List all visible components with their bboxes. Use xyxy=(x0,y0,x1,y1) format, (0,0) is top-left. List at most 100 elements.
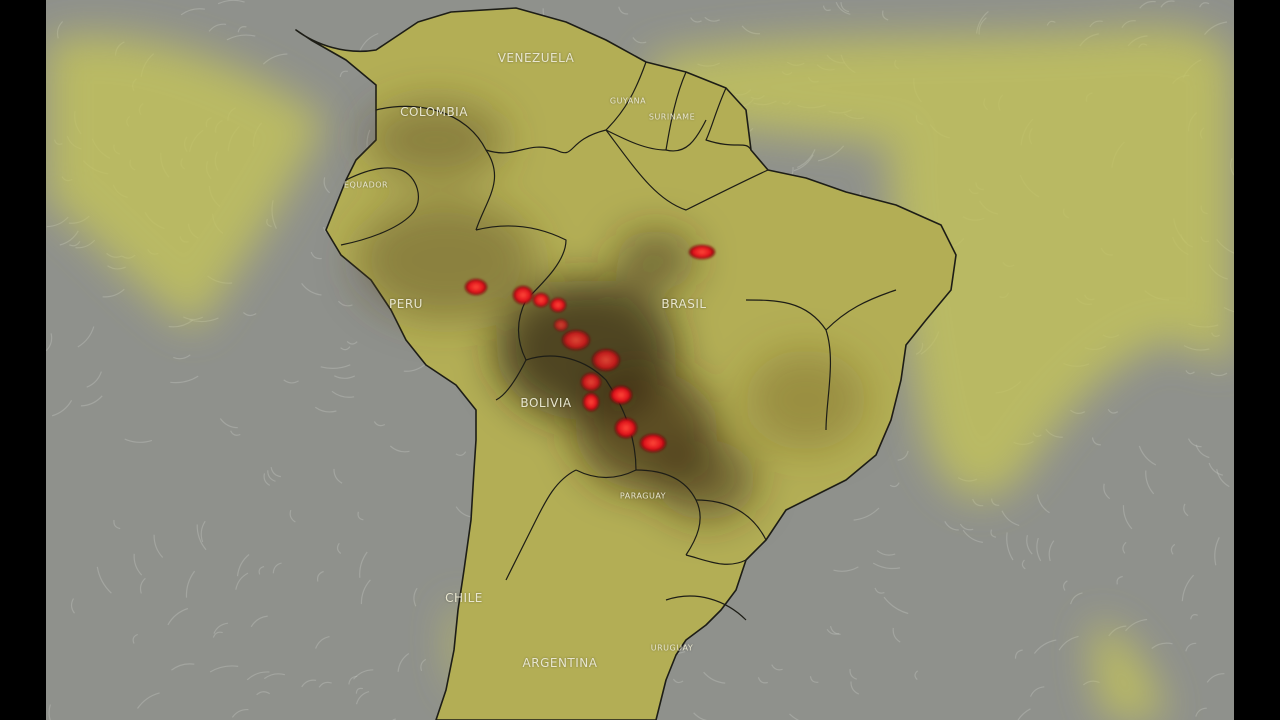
wind-streamline xyxy=(209,665,239,673)
wind-streamline xyxy=(793,154,814,172)
wind-streamline xyxy=(1185,642,1197,652)
label-suriname: SURINAME xyxy=(648,112,696,122)
wind-streamline xyxy=(835,1,851,15)
wind-streamline xyxy=(757,677,768,684)
wind-streamline xyxy=(1122,541,1127,554)
fire-hotspots xyxy=(465,245,715,452)
wind-streamline xyxy=(1208,462,1224,476)
wind-streamline xyxy=(892,627,901,643)
wind-streamline xyxy=(102,288,125,298)
wind-streamline xyxy=(1187,438,1202,448)
label-paraguay: PARAGUAY xyxy=(619,491,667,501)
wind-streamline xyxy=(1103,483,1111,500)
wind-streamline xyxy=(959,523,974,531)
label-peru: PERU xyxy=(389,297,423,311)
wind-streamline xyxy=(741,25,761,35)
wind-streamline xyxy=(1181,574,1195,602)
fire-hotspot xyxy=(592,349,620,371)
wind-streamline xyxy=(978,17,987,35)
wind-streamline xyxy=(373,421,386,427)
wind-streamline xyxy=(413,587,418,607)
wind-streamline xyxy=(826,628,840,635)
wind-streamline xyxy=(1151,642,1173,649)
wind-streamline xyxy=(897,450,909,461)
wind-streamline xyxy=(56,21,64,39)
wind-streamline xyxy=(1036,494,1050,514)
wind-streamline xyxy=(336,542,342,554)
wind-streamline xyxy=(360,579,371,605)
wind-streamline xyxy=(359,32,379,51)
wind-streamline xyxy=(817,145,845,162)
wind-streamline xyxy=(359,551,368,578)
wind-streamline xyxy=(1183,503,1189,517)
wind-streamline xyxy=(219,418,238,429)
wind-streamline xyxy=(1125,618,1148,632)
wind-streamline xyxy=(263,673,286,680)
wind-streamline xyxy=(170,375,199,384)
wind-streamline xyxy=(703,671,726,684)
wind-streamline xyxy=(171,663,195,671)
wind-streamline xyxy=(1216,468,1230,488)
wind-streamline xyxy=(113,519,121,530)
wind-streamline xyxy=(822,5,831,11)
label-colombia: COLOMBIA xyxy=(400,105,468,119)
wind-streamline xyxy=(46,333,53,352)
wind-streamline xyxy=(1185,370,1195,375)
wind-streamline xyxy=(139,577,146,594)
wind-streamline xyxy=(1006,532,1014,561)
wind-streamline xyxy=(797,149,816,169)
wind-streamline xyxy=(455,451,467,456)
wind-streamline xyxy=(876,550,896,556)
wind-streamline xyxy=(690,17,702,23)
wind-streamline xyxy=(829,625,841,635)
wind-streamline xyxy=(124,438,153,443)
wind-streamline xyxy=(1070,592,1083,605)
wind-streamline xyxy=(262,53,288,65)
wind-streamline xyxy=(230,430,241,436)
wind-streamline xyxy=(153,534,164,558)
wind-streamline xyxy=(250,615,268,628)
wind-streamline xyxy=(1160,0,1175,8)
wind-streamline xyxy=(242,312,257,317)
wind-streamline xyxy=(69,240,81,247)
wind-streamline xyxy=(789,713,800,720)
wind-streamline xyxy=(340,346,351,351)
wind-streamline xyxy=(1026,534,1033,555)
wind-streamline xyxy=(200,520,206,543)
wind-streamline xyxy=(632,37,647,44)
fire-hotspot xyxy=(554,319,568,331)
wind-streamline xyxy=(337,300,353,307)
wind-streamline xyxy=(301,679,317,688)
wind-streamline xyxy=(267,470,276,482)
wind-streamline xyxy=(1195,707,1207,717)
wind-streamline xyxy=(59,230,79,246)
fire-hotspot xyxy=(581,373,601,391)
fire-hotspot xyxy=(583,393,599,411)
wind-streamline xyxy=(70,598,75,614)
wind-streamline xyxy=(167,607,189,626)
wind-streamline xyxy=(237,26,247,33)
map-canvas xyxy=(46,0,1234,720)
wind-streamline xyxy=(1139,0,1156,9)
wind-streamline xyxy=(355,691,370,705)
wind-streamline xyxy=(1210,372,1228,377)
wind-streamline xyxy=(1107,408,1119,414)
wind-streamline xyxy=(196,524,207,551)
wind-streamline xyxy=(840,2,850,13)
wind-streamline xyxy=(310,251,322,260)
wind-streamline xyxy=(235,572,249,590)
wind-streamline xyxy=(1063,580,1068,591)
wind-streamline xyxy=(874,587,885,594)
wind-streamline xyxy=(48,704,51,720)
wind-streamline xyxy=(333,468,343,484)
wind-streamline xyxy=(882,10,889,21)
wind-streamline xyxy=(46,216,69,228)
wind-streamline xyxy=(833,566,859,572)
wind-streamline xyxy=(1048,540,1055,562)
wind-streamline xyxy=(315,636,330,649)
wind-streamline xyxy=(1138,445,1157,466)
wind-streamline xyxy=(853,507,880,521)
wind-streamline xyxy=(320,364,351,369)
wind-streamline xyxy=(301,283,322,296)
smoke-aerosol-map[interactable]: VENEZUELA COLOMBIA GUYANA SURINAME EQUAD… xyxy=(46,0,1234,720)
